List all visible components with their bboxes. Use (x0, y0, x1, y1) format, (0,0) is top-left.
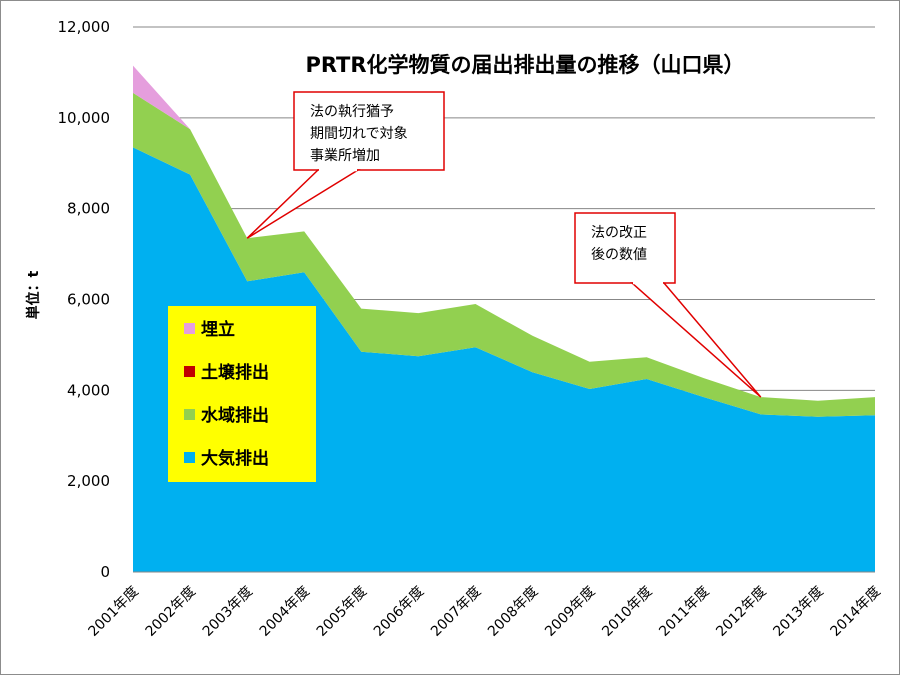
callout-box (293, 91, 445, 171)
legend-label: 土壌排出 (201, 362, 269, 383)
x-tick-label: 2002年度 (143, 584, 199, 640)
y-tick-label: 6,000 (67, 291, 110, 309)
x-tick-label: 2008年度 (485, 584, 541, 640)
callout-text: 後の数値 (591, 247, 647, 263)
legend-swatch (184, 409, 195, 420)
x-tick-label: 2014年度 (828, 584, 884, 640)
callout-text: 事業所増加 (310, 148, 380, 164)
chart-title: PRTR化学物質の届出排出量の推移（山口県） (305, 53, 744, 77)
series-area (133, 92, 875, 417)
legend-label: 大気排出 (201, 448, 269, 469)
callout-text: 期間切れで対象 (310, 126, 408, 142)
y-tick-label: 0 (100, 563, 110, 581)
y-tick-label: 2,000 (67, 472, 110, 490)
callout-pointer (246, 169, 361, 239)
x-tick-label: 2004年度 (257, 584, 313, 640)
legend-label: 埋立 (201, 319, 235, 340)
callout-box (574, 212, 676, 284)
x-tick-label: 2013年度 (770, 584, 826, 640)
x-axis: 2001年度 2002年度 2003年度 2004年度 2005年度 2006年度 2007… (86, 571, 884, 640)
x-tick-label: 2005年度 (314, 584, 370, 640)
y-tick-label: 10,000 (58, 109, 111, 127)
x-tick-label: 2012年度 (713, 584, 769, 640)
x-tick-label: 2007年度 (428, 584, 484, 640)
y-tick-label: 8,000 (67, 200, 110, 218)
x-tick-label: 2006年度 (371, 584, 427, 640)
y-axis: 0 2,000 4,000 6,000 8,000 10,000 12,000 (58, 18, 111, 581)
x-tick-label: 2010年度 (599, 584, 655, 640)
x-tick-label: 2009年度 (542, 584, 598, 640)
legend-swatch (184, 323, 195, 334)
legend-label: 水域排出 (201, 405, 269, 426)
stacked-areas (133, 65, 875, 572)
legend-swatch (184, 452, 195, 463)
callout-text: 法の改正 (591, 225, 647, 241)
x-tick-label: 2003年度 (200, 584, 256, 640)
y-tick-label: 12,000 (58, 18, 111, 36)
y-tick-label: 4,000 (67, 381, 110, 399)
x-tick-label: 2001年度 (86, 584, 142, 640)
x-tick-label: 2011年度 (656, 584, 712, 640)
y-axis-label: 単位：t (25, 270, 42, 319)
callout-text: 法の執行猶予 (310, 104, 394, 120)
legend-swatch (184, 366, 195, 377)
